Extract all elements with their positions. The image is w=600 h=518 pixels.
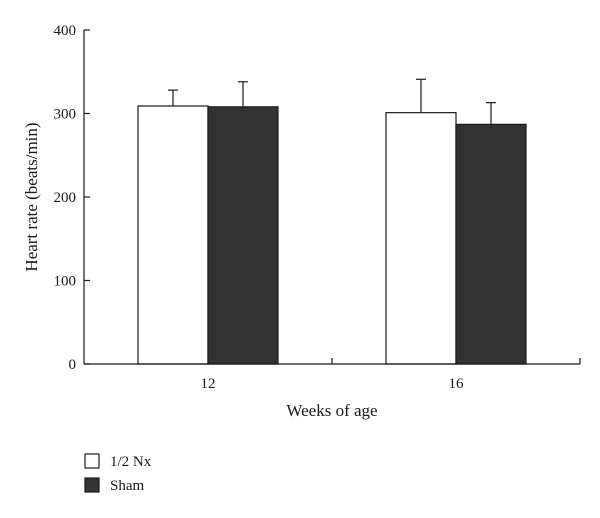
y-ticks: 0 100 200 300 400: [54, 23, 90, 373]
y-tick-label-100: 100: [54, 274, 77, 290]
y-tick-label-300: 300: [54, 107, 77, 123]
bar-sham-16: [455, 123, 527, 365]
x-tick-label-16: 16: [449, 376, 465, 392]
x-axis-label: Weeks of age: [286, 401, 377, 420]
bars-layer: [137, 105, 527, 365]
bar-1-2-nx-16: [385, 112, 457, 365]
x-tick-label-12: 12: [201, 376, 216, 392]
legend-label-1-2-nx: 1/2 Nx: [110, 454, 152, 470]
legend-swatch-1-2-nx: [84, 453, 100, 469]
y-axis-label: Heart rate (beats/min): [22, 122, 41, 271]
y-tick-label-400: 400: [54, 23, 77, 39]
errorbars-layer: [168, 78, 496, 125]
x-ticks: 12 16: [201, 376, 465, 392]
y-tick-label-0: 0: [69, 357, 77, 373]
legend-swatch-sham: [84, 477, 100, 493]
bar-1-2-nx-12: [137, 105, 209, 365]
bar-sham-12: [207, 106, 279, 365]
legend-label-sham: Sham: [110, 478, 145, 494]
legend: 1/2 Nx Sham: [84, 453, 152, 494]
y-tick-label-200: 200: [54, 190, 77, 206]
